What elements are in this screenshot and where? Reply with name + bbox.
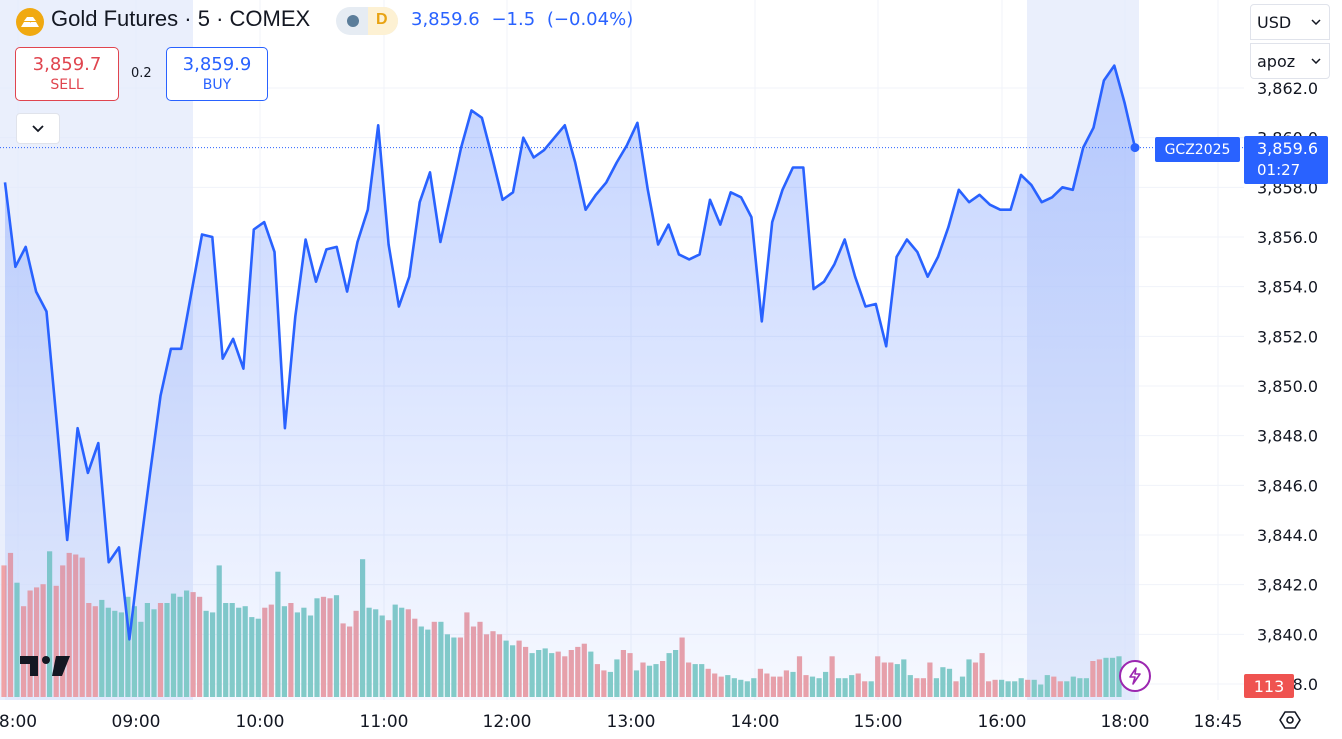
price-axis-label: 3,846.0 [1257,476,1318,495]
price-area-fill [5,65,1135,701]
unit-select[interactable]: apoz [1250,43,1330,79]
price-axis-label: 3,850.0 [1257,377,1318,396]
time-axis-label: 14:00 [731,712,780,732]
price-line [3,64,1140,641]
time-axis: 8:00 09:00 10:00 11:00 12:00 13:00 14:00 15:00 1… [0,712,1243,732]
bar-countdown: 01:27 [1257,161,1301,179]
sell-price: 3,859.7 [32,54,102,75]
time-axis-label: 12:00 [483,712,532,732]
flash-icon[interactable] [1119,660,1151,692]
sell-button[interactable]: 3,859.7 SELL [15,47,119,101]
price-change-percent: (−0.04%) [546,9,634,30]
volume-bar [1,565,7,697]
time-axis-label: 18:45 [1194,712,1243,732]
symbol-tag: GCZ2025 [1155,137,1240,162]
gold-logo-icon [16,8,44,36]
collapse-button[interactable] [16,113,60,144]
price-axis-label: 3,844.0 [1257,526,1318,545]
time-axis-label: 15:00 [854,712,903,732]
currency-value: USD [1257,12,1292,32]
time-axis-label: 09:00 [112,712,161,732]
symbol-title[interactable]: Gold Futures · 5 · COMEX [51,6,311,31]
price-axis-label: 3,840.0 [1257,625,1318,644]
price-series-line [3,64,1137,641]
chevron-down-icon [32,124,44,132]
chevron-down-icon [1311,58,1321,64]
time-axis-label: 8:00 [0,712,37,732]
unit-value: apoz [1257,51,1296,71]
chevron-down-icon [1311,19,1321,25]
last-price: 3,859.6 [411,9,480,30]
time-axis-label: 13:00 [607,712,656,732]
last-price-tag: 3,859.6 01:27 [1244,136,1328,184]
delayed-badge: D [376,11,388,28]
price-axis-label: 3,854.0 [1257,278,1318,297]
settings-icon[interactable] [1278,708,1302,737]
sell-label: SELL [50,77,84,93]
time-axis-label: 10:00 [236,712,285,732]
price-axis-label: 3,848.0 [1257,427,1318,446]
price-area [5,65,1135,701]
time-axis-label: 18:00 [1101,712,1150,732]
buy-price: 3,859.9 [182,54,252,75]
time-axis-label: 16:00 [978,712,1027,732]
last-point-marker [1130,143,1140,153]
last-quote: 3,859.6 −1.5 (−0.04%) [411,9,633,30]
time-axis-label: 11:00 [360,712,409,732]
tradingview-logo-icon[interactable] [20,652,72,683]
volume-tag: 113 [1244,674,1294,698]
price-axis-label: 3,862.0 [1257,79,1318,98]
buy-label: BUY [202,77,232,93]
spread-value: 0.2 [131,66,152,81]
price-axis-label: 3,842.0 [1257,576,1318,595]
market-status-dot-icon [347,15,359,27]
price-axis-label: 3,852.0 [1257,327,1318,346]
buy-button[interactable]: 3,859.9 BUY [166,47,268,101]
price-change: −1.5 [491,9,536,30]
currency-select[interactable]: USD [1250,4,1330,40]
market-status-badge[interactable]: D [336,7,398,35]
price-axis-label: 3,856.0 [1257,228,1318,247]
last-price-tag-value: 3,859.6 [1257,139,1319,158]
